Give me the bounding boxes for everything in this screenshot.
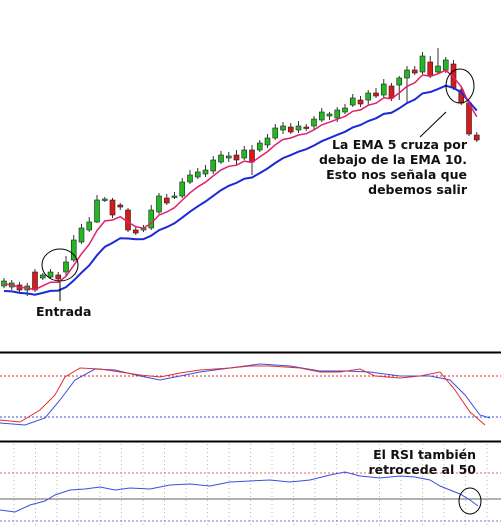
- candle-body: [179, 181, 186, 197]
- oscillator-main-line: [0, 365, 486, 426]
- candle-body: [342, 107, 348, 113]
- candle-body: [148, 209, 155, 229]
- candlestick-series: [1, 48, 480, 296]
- candle-body: [295, 125, 302, 131]
- candle-body: [233, 154, 240, 161]
- candle-body: [210, 159, 217, 172]
- candle-body: [357, 99, 364, 105]
- candle-body: [218, 154, 224, 163]
- annotation-ema-cross-line-2: debajo de la EMA 10.: [319, 152, 467, 167]
- candle-body: [365, 92, 372, 101]
- candle-body: [117, 204, 124, 208]
- candle-body: [187, 174, 193, 183]
- candle-body: [109, 199, 116, 216]
- candle-body: [427, 61, 434, 77]
- rsi-gridlines: [0, 444, 501, 528]
- annotation-ema-cross-line-4: debemos salir: [368, 182, 468, 197]
- candle-body: [373, 92, 379, 97]
- candle-body: [303, 126, 310, 129]
- candle-body: [225, 155, 232, 159]
- candle-body: [388, 85, 395, 99]
- candle-body: [194, 171, 201, 178]
- circle-highlight-cross-icon: [445, 68, 475, 104]
- candle-body: [132, 229, 139, 234]
- candle-body: [202, 169, 209, 175]
- ema-lines: [3, 69, 478, 296]
- candle-body: [171, 195, 178, 198]
- candle-body: [404, 69, 410, 79]
- oscillator-gridlines: [0, 375, 501, 418]
- candle-body: [55, 274, 62, 280]
- oscillator-signal-line: [0, 363, 491, 426]
- candle-body: [334, 109, 341, 119]
- ema-10-line: [3, 84, 478, 296]
- cross-pointer-line: [419, 111, 447, 138]
- candle-body: [411, 69, 418, 74]
- candle-body: [63, 261, 69, 273]
- rsi-line: [0, 471, 479, 513]
- candle-body: [419, 55, 426, 73]
- candle-body: [264, 137, 271, 146]
- candle-body: [86, 221, 93, 231]
- circle-highlight-rsi-icon: [458, 487, 482, 515]
- candle-body: [287, 126, 294, 133]
- annotation-ema-cross-line-1: La EMA 5 cruza por: [332, 137, 468, 152]
- candle-body: [47, 271, 54, 278]
- candle-body: [32, 271, 38, 291]
- candle-body: [311, 118, 317, 127]
- ema-5-line: [3, 69, 478, 291]
- rsi-line-path: [0, 471, 479, 513]
- candle-body: [249, 149, 255, 163]
- annotation-rsi-line-1: El RSI también: [373, 447, 476, 462]
- candle-body: [70, 239, 77, 261]
- candle-body: [349, 97, 356, 106]
- candle-body: [163, 197, 170, 204]
- candle-body: [94, 199, 100, 223]
- circle-highlight-entry-icon: [41, 248, 79, 282]
- candle-body: [241, 149, 248, 159]
- candle-body: [326, 113, 333, 117]
- candle-body: [39, 274, 46, 279]
- candle-body: [380, 83, 387, 96]
- candle-body: [272, 127, 279, 139]
- candle-body: [101, 198, 108, 201]
- candle-body: [256, 142, 263, 151]
- annotation-ema-cross-line-3: Esto nos señala que: [326, 167, 467, 182]
- oscillator-lines: [0, 363, 491, 426]
- annotation-entrada: Entrada: [36, 304, 91, 319]
- candle-body: [473, 134, 480, 141]
- annotation-rsi-line-2: retrocede al 50: [368, 462, 476, 477]
- candle-body: [396, 77, 403, 86]
- candle-body: [78, 227, 85, 243]
- candle-body: [156, 195, 162, 213]
- candle-body: [435, 65, 441, 73]
- candle-body: [442, 59, 449, 71]
- candle-body: [318, 111, 325, 121]
- candle-body: [280, 125, 286, 131]
